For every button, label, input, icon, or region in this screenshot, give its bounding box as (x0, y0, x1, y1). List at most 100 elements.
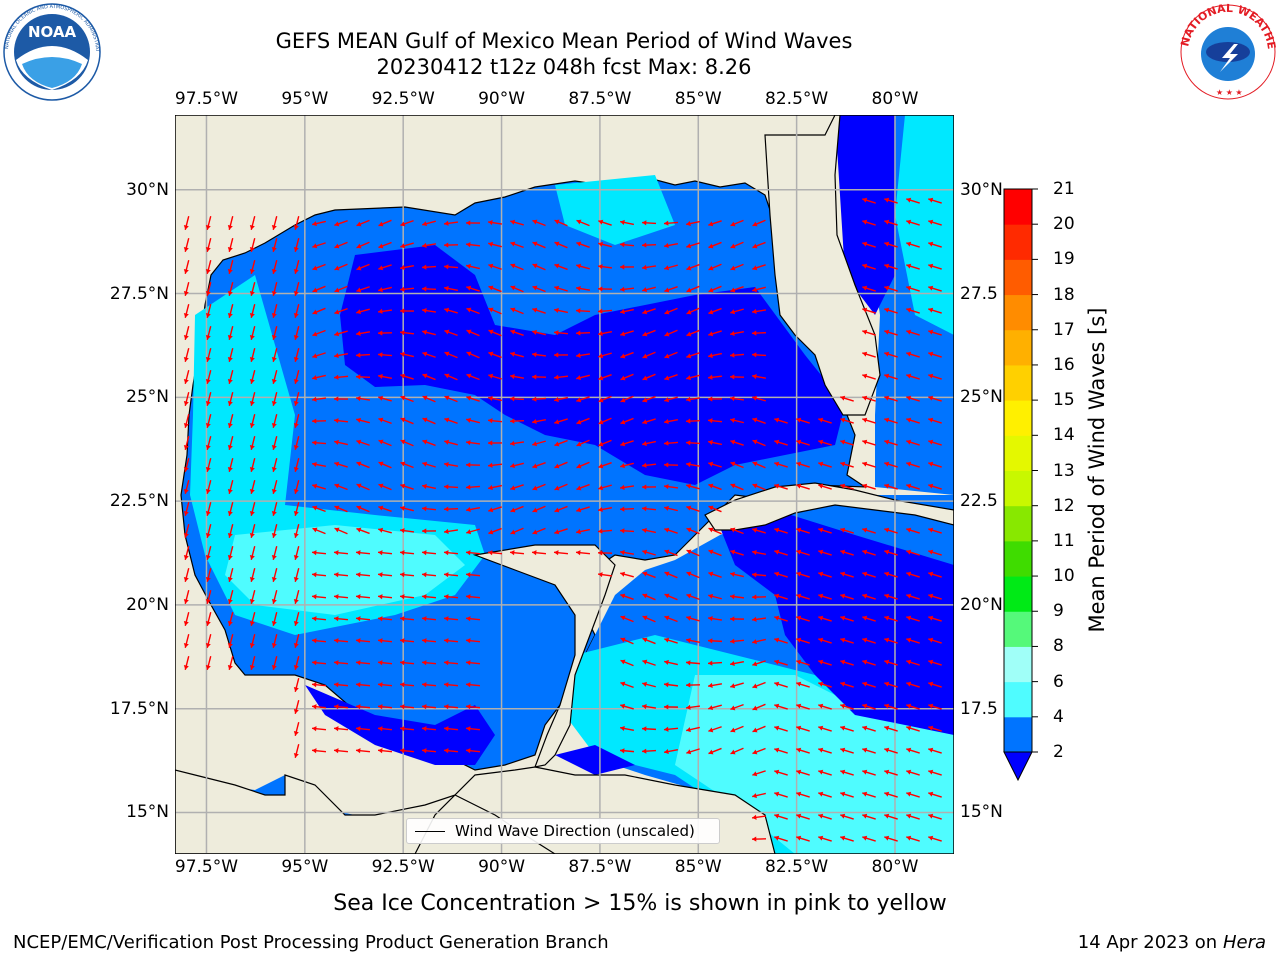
wind-arrow (664, 286, 678, 293)
wind-arrow (576, 483, 590, 491)
wind-arrow (663, 220, 679, 226)
wind-arrow (334, 330, 348, 337)
wind-arrow (531, 396, 547, 402)
wind-arrow (928, 461, 942, 468)
wind-arrow (443, 660, 459, 666)
wind-arrow (271, 348, 278, 362)
wind-arrow (751, 308, 767, 314)
wind-arrow (311, 616, 327, 622)
wind-arrow (205, 304, 212, 318)
wind-arrow (818, 791, 832, 798)
colorbar-tick-label: 4 (1053, 706, 1064, 727)
wind-arrow (271, 370, 278, 384)
colorbar-segment (1004, 400, 1032, 436)
lon-tick-bottom: 95°W (281, 857, 329, 877)
wind-arrow (421, 308, 437, 314)
wind-arrow (399, 308, 415, 314)
wind-arrow (598, 417, 612, 425)
wind-arrow (906, 461, 920, 468)
wind-arrow (840, 571, 854, 578)
wind-arrow (311, 726, 327, 732)
wind-arrow (642, 395, 656, 403)
wind-arrow (227, 656, 234, 670)
colorbar-segment (1004, 646, 1032, 683)
wind-arrow (928, 417, 942, 424)
wind-arrow (928, 351, 942, 358)
wind-arrow (249, 590, 256, 604)
wind-arrow (884, 351, 898, 358)
wind-arrow (752, 527, 766, 534)
wind-arrow (355, 396, 371, 402)
wind-arrow (774, 681, 788, 688)
wind-arrow (443, 528, 459, 534)
wind-arrow (465, 726, 481, 732)
wind-arrow (707, 418, 723, 424)
wind-arrow (730, 703, 744, 711)
wind-arrow (641, 704, 657, 710)
wind-arrow (444, 439, 458, 446)
wind-arrow (377, 660, 393, 666)
wind-arrow (751, 330, 767, 336)
wind-arrow (293, 678, 300, 692)
wind-arrow (708, 571, 722, 578)
wind-arrow (488, 351, 502, 359)
wind-arrow (444, 307, 458, 314)
wind-arrow (377, 550, 393, 556)
wind-arrow (840, 637, 854, 644)
wind-arrow (422, 373, 436, 381)
wind-arrow (620, 681, 634, 689)
wind-arrow (443, 484, 459, 490)
wind-arrow (249, 260, 256, 274)
wind-arrow (227, 524, 234, 538)
wind-arrow (312, 220, 326, 227)
map-legend: Wind Wave Direction (unscaled) (406, 818, 720, 844)
wind-arrow (399, 286, 415, 292)
wind-arrow (752, 703, 766, 711)
wind-arrow (840, 769, 854, 776)
wind-arrow (620, 659, 634, 667)
wind-arrow (928, 703, 942, 710)
wind-arrow (664, 615, 678, 623)
wind-arrow (620, 351, 634, 359)
wind-arrow (576, 219, 590, 227)
wind-arrow (620, 593, 634, 600)
wind-arrow (334, 263, 348, 271)
wind-arrow (840, 527, 854, 534)
wind-arrow (293, 722, 300, 736)
wind-arrow (906, 373, 920, 380)
wind-arrow (443, 506, 459, 512)
wind-arrow (400, 439, 414, 447)
wind-arrow (271, 546, 278, 560)
wind-arrow (487, 440, 503, 446)
wind-arrow (818, 615, 832, 622)
wind-arrow (356, 439, 370, 446)
wind-arrow (862, 395, 876, 402)
wind-arrow (271, 436, 278, 450)
wind-arrow (862, 329, 876, 336)
wind-arrow (333, 418, 349, 424)
wind-arrow (334, 505, 348, 513)
wind-arrow (641, 506, 657, 512)
wind-arrow (333, 572, 349, 578)
wind-arrow (752, 770, 766, 777)
wind-arrow (443, 264, 459, 270)
wind-arrow (466, 373, 480, 381)
colorbar-tick-label: 14 (1053, 425, 1075, 446)
wind-arrow (377, 682, 393, 688)
colorbar-tick-label: 8 (1053, 636, 1064, 657)
wind-arrow (818, 659, 832, 666)
wind-arrow (311, 550, 327, 556)
wind-arrow (818, 483, 832, 490)
lat-tick-right: 22.5 (960, 491, 998, 512)
wind-arrow (641, 242, 657, 248)
wind-arrow (509, 418, 525, 424)
wind-arrow (796, 637, 810, 644)
wind-arrow (597, 572, 613, 578)
wind-arrow (752, 461, 766, 469)
wind-arrow (271, 502, 278, 516)
lat-tick-right: 15°N (960, 802, 1003, 823)
wind-arrow (906, 791, 920, 798)
wind-arrow (685, 440, 701, 446)
wind-arrow (400, 461, 414, 469)
wind-arrow (466, 263, 480, 270)
